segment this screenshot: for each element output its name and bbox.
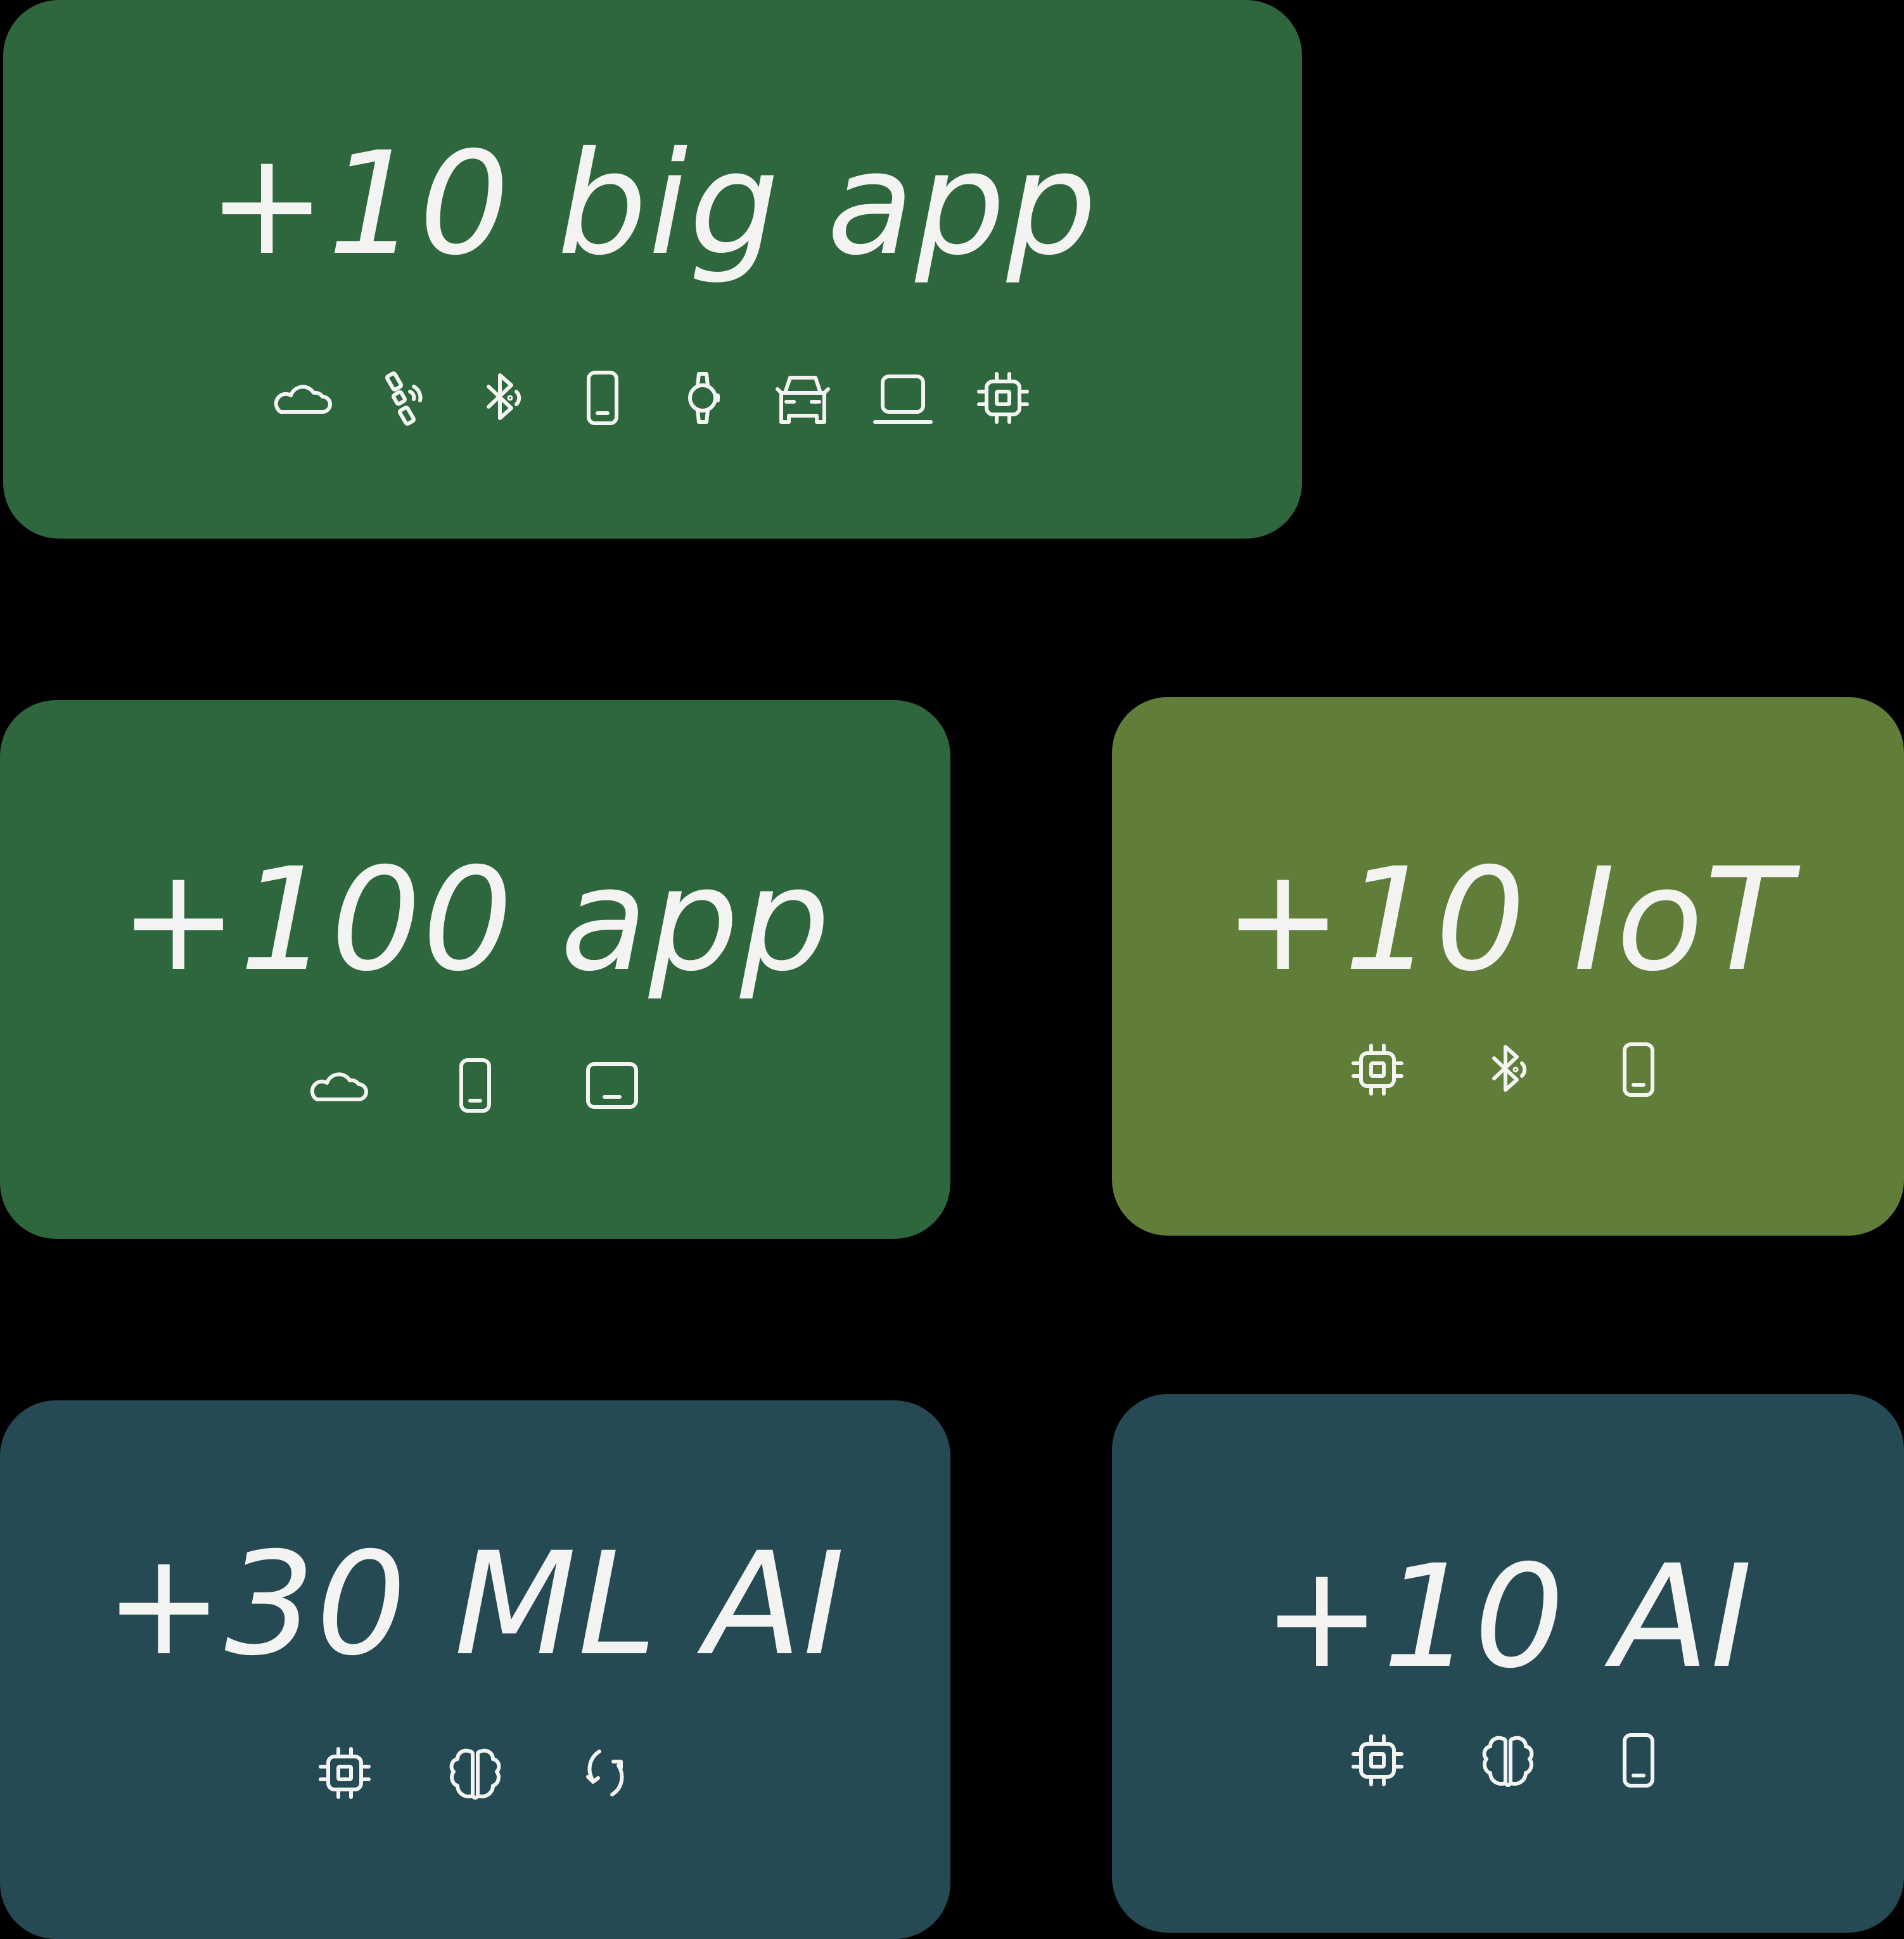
brain-icon (1478, 1730, 1538, 1791)
card-big-app: +10 big app (3, 0, 1302, 539)
chip-icon (1347, 1039, 1408, 1100)
card-ai: +10 AI (1112, 1394, 1904, 1933)
watch-icon (672, 368, 733, 428)
card-title: +30 ML AI (104, 1521, 847, 1687)
cloud-icon (308, 1055, 369, 1116)
card-title: +10 AI (1262, 1534, 1754, 1699)
icon-row (1112, 1039, 1904, 1100)
phone-icon (1608, 1730, 1669, 1791)
card-iot: +10 IoT (1112, 697, 1904, 1236)
cloud-icon (272, 368, 333, 428)
chip-icon (973, 368, 1033, 428)
card-title: +100 app (118, 837, 832, 1002)
icon-row (0, 1743, 950, 1803)
phone-icon (572, 368, 633, 428)
brain-icon (445, 1743, 506, 1803)
chip-icon (1347, 1730, 1408, 1791)
phone-icon (445, 1055, 506, 1116)
card-app: +100 app (0, 700, 950, 1239)
chip-icon (314, 1743, 375, 1803)
bluetooth-icon (1478, 1039, 1538, 1100)
bluetooth-icon (472, 368, 533, 428)
laptop-icon (872, 368, 933, 428)
phone-icon (1608, 1039, 1669, 1100)
icon-row (0, 1055, 950, 1116)
sync-icon (575, 1743, 636, 1803)
card-ml-ai: +30 ML AI (0, 1400, 950, 1939)
tablet-icon (582, 1055, 642, 1116)
icon-row (3, 368, 1302, 428)
satellite-icon (372, 368, 433, 428)
card-title: +10 IoT (1224, 837, 1792, 1002)
card-title: +10 big app (207, 121, 1098, 286)
car-icon (772, 368, 833, 428)
icon-row (1112, 1730, 1904, 1791)
